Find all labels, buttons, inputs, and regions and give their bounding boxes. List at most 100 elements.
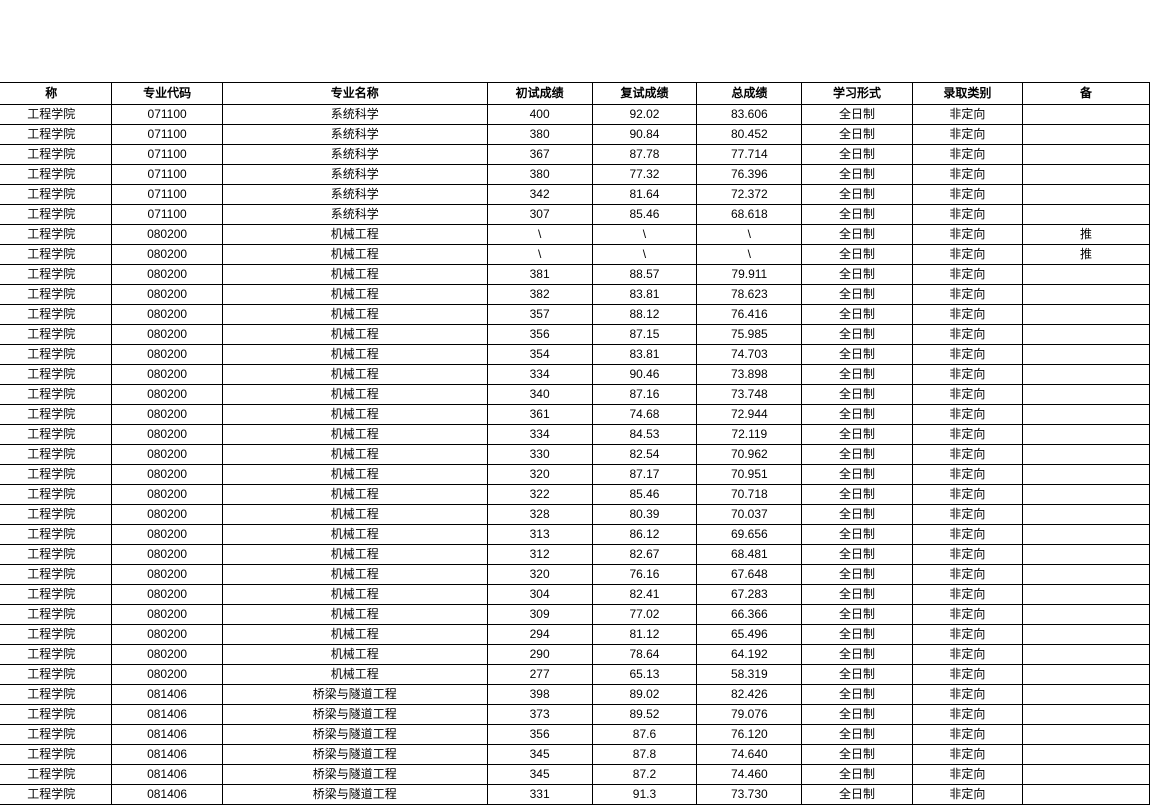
table-cell: 非定向: [912, 245, 1022, 265]
table-cell: 080200: [112, 245, 222, 265]
table-cell: 工程学院: [0, 105, 112, 125]
table-cell: 机械工程: [222, 345, 487, 365]
table-cell: 080200: [112, 265, 222, 285]
table-cell: 87.8: [592, 745, 697, 765]
table-cell: 机械工程: [222, 545, 487, 565]
table-cell: 72.372: [697, 185, 802, 205]
table-cell: 74.68: [592, 405, 697, 425]
table-cell: [1023, 505, 1150, 525]
table-cell: [1023, 385, 1150, 405]
table-cell: 85.46: [592, 485, 697, 505]
table-cell: 工程学院: [0, 645, 112, 665]
table-cell: 67.648: [697, 565, 802, 585]
table-cell: 380: [487, 125, 592, 145]
table-cell: 非定向: [912, 525, 1022, 545]
table-cell: 全日制: [802, 345, 912, 365]
table-cell: 工程学院: [0, 445, 112, 465]
table-cell: 320: [487, 465, 592, 485]
table-cell: 系统科学: [222, 105, 487, 125]
table-cell: 工程学院: [0, 285, 112, 305]
table-body: 工程学院071100系统科学40092.0283.606全日制非定向工程学院07…: [0, 105, 1150, 805]
table-cell: 非定向: [912, 765, 1022, 785]
table-cell: 全日制: [802, 605, 912, 625]
table-cell: 系统科学: [222, 145, 487, 165]
table-cell: 机械工程: [222, 525, 487, 545]
table-cell: [1023, 185, 1150, 205]
table-cell: 071100: [112, 105, 222, 125]
table-row: 工程学院080200机械工程27765.1358.319全日制非定向: [0, 665, 1150, 685]
table-cell: [1023, 265, 1150, 285]
table-cell: 081406: [112, 685, 222, 705]
table-row: 工程学院080200机械工程32087.1770.951全日制非定向: [0, 465, 1150, 485]
table-cell: 80.39: [592, 505, 697, 525]
table-cell: 全日制: [802, 785, 912, 805]
table-cell: [1023, 565, 1150, 585]
table-cell: [1023, 205, 1150, 225]
table-cell: 全日制: [802, 105, 912, 125]
table-cell: 全日制: [802, 125, 912, 145]
table-cell: 全日制: [802, 445, 912, 465]
table-cell: 82.54: [592, 445, 697, 465]
table-cell: 080200: [112, 505, 222, 525]
table-cell: 工程学院: [0, 785, 112, 805]
table-cell: 89.52: [592, 705, 697, 725]
table-cell: \: [487, 225, 592, 245]
table-cell: 全日制: [802, 745, 912, 765]
table-cell: 全日制: [802, 305, 912, 325]
table-cell: 非定向: [912, 225, 1022, 245]
table-cell: 非定向: [912, 485, 1022, 505]
table-cell: 398: [487, 685, 592, 705]
table-cell: 69.656: [697, 525, 802, 545]
table-cell: [1023, 585, 1150, 605]
table-cell: 70.718: [697, 485, 802, 505]
table-cell: 85.46: [592, 205, 697, 225]
table-cell: \: [697, 245, 802, 265]
table-cell: 89.02: [592, 685, 697, 705]
table-cell: 工程学院: [0, 165, 112, 185]
table-row: 工程学院080200机械工程29078.6464.192全日制非定向: [0, 645, 1150, 665]
table-row: 工程学院080200机械工程34087.1673.748全日制非定向: [0, 385, 1150, 405]
table-cell: 非定向: [912, 425, 1022, 445]
table-cell: 080200: [112, 545, 222, 565]
table-cell: 机械工程: [222, 505, 487, 525]
header-code: 专业代码: [112, 83, 222, 105]
table-cell: 331: [487, 785, 592, 805]
table-row: 工程学院080200机械工程32880.3970.037全日制非定向: [0, 505, 1150, 525]
table-cell: 非定向: [912, 265, 1022, 285]
table-cell: 334: [487, 365, 592, 385]
table-cell: 79.911: [697, 265, 802, 285]
table-cell: 全日制: [802, 205, 912, 225]
table-cell: 70.951: [697, 465, 802, 485]
table-cell: 系统科学: [222, 185, 487, 205]
table-cell: 非定向: [912, 105, 1022, 125]
table-cell: 工程学院: [0, 465, 112, 485]
table-cell: 工程学院: [0, 565, 112, 585]
table-cell: 非定向: [912, 285, 1022, 305]
table-row: 工程学院071100系统科学34281.6472.372全日制非定向: [0, 185, 1150, 205]
table-cell: 工程学院: [0, 525, 112, 545]
table-cell: 74.703: [697, 345, 802, 365]
table-cell: 322: [487, 485, 592, 505]
table-cell: 工程学院: [0, 345, 112, 365]
table-cell: 64.192: [697, 645, 802, 665]
table-cell: 400: [487, 105, 592, 125]
table-cell: [1023, 285, 1150, 305]
table-cell: 91.3: [592, 785, 697, 805]
table-cell: 工程学院: [0, 125, 112, 145]
table-cell: 非定向: [912, 205, 1022, 225]
table-cell: 非定向: [912, 345, 1022, 365]
table-cell: 357: [487, 305, 592, 325]
table-cell: 工程学院: [0, 145, 112, 165]
table-cell: 机械工程: [222, 665, 487, 685]
table-cell: 非定向: [912, 405, 1022, 425]
table-cell: 87.17: [592, 465, 697, 485]
table-cell: 机械工程: [222, 565, 487, 585]
table-cell: 桥梁与隧道工程: [222, 765, 487, 785]
table-cell: 机械工程: [222, 485, 487, 505]
table-row: 工程学院071100系统科学36787.7877.714全日制非定向: [0, 145, 1150, 165]
table-cell: 080200: [112, 485, 222, 505]
table-cell: 68.481: [697, 545, 802, 565]
table-cell: [1023, 685, 1150, 705]
table-cell: 桥梁与隧道工程: [222, 785, 487, 805]
table-cell: 全日制: [802, 505, 912, 525]
